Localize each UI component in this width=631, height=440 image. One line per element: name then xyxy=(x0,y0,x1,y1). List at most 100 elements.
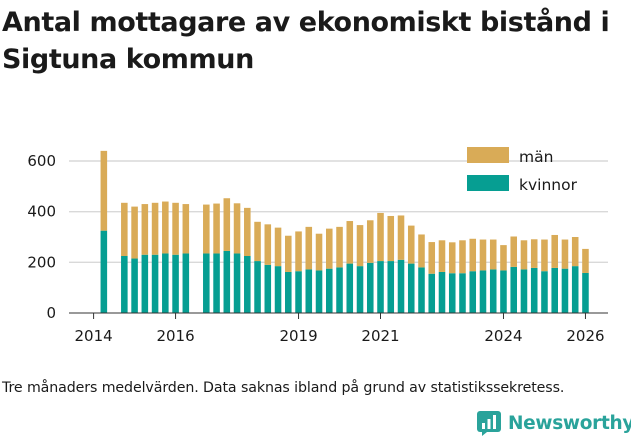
bar-kvinnor-0 xyxy=(100,230,108,313)
bar-man-7 xyxy=(182,204,190,254)
bar-kvinnor-45 xyxy=(582,272,589,313)
bar-kvinnor-9 xyxy=(213,253,220,313)
x-tick-label-2019: 2019 xyxy=(279,327,317,345)
y-axis-tick-labels: 0 200 400 600 xyxy=(27,152,56,322)
bar-man-4 xyxy=(151,202,159,255)
bar-kvinnor-32 xyxy=(448,273,456,313)
bar-kvinnor-27 xyxy=(397,259,405,313)
chart-title: Antal mottagare av ekonomiskt bistånd i … xyxy=(2,7,610,75)
bar-man-17 xyxy=(295,231,302,272)
bar-kvinnor-28 xyxy=(407,263,415,313)
bar-man-40 xyxy=(530,239,538,268)
bar-kvinnor-35 xyxy=(479,270,487,313)
bar-man-0 xyxy=(100,150,108,231)
bar-kvinnor-36 xyxy=(489,269,497,313)
bar-kvinnor-37 xyxy=(500,270,507,313)
bar-man-27 xyxy=(397,215,405,260)
bar-kvinnor-25 xyxy=(377,261,384,313)
bar-kvinnor-3 xyxy=(141,254,149,313)
bar-man-39 xyxy=(520,240,528,270)
bar-man-21 xyxy=(336,226,343,268)
bar-kvinnor-34 xyxy=(469,271,477,313)
bar-kvinnor-8 xyxy=(203,253,210,313)
bar-kvinnor-39 xyxy=(520,269,528,313)
bar-man-37 xyxy=(500,245,507,271)
bar-man-42 xyxy=(551,234,558,268)
x-tick-label-2014: 2014 xyxy=(74,327,112,345)
bar-man-30 xyxy=(428,242,436,274)
bar-man-14 xyxy=(264,224,272,265)
bar-kvinnor-24 xyxy=(366,262,374,313)
bar-kvinnor-13 xyxy=(254,261,261,313)
legend: män kvinnor xyxy=(467,147,578,194)
chart-caption: Tre månaders medelvärden. Data saknas ib… xyxy=(2,380,565,396)
bar-kvinnor-20 xyxy=(325,268,333,313)
bar-kvinnor-22 xyxy=(346,263,354,313)
bar-kvinnor-7 xyxy=(182,253,190,313)
bar-kvinnor-21 xyxy=(336,267,343,313)
bar-man-3 xyxy=(141,204,149,255)
bar-man-35 xyxy=(479,239,487,271)
bar-man-8 xyxy=(203,204,210,254)
bar-man-20 xyxy=(325,228,333,269)
x-tick-label-2021: 2021 xyxy=(361,327,399,345)
bar-kvinnor-18 xyxy=(305,269,313,313)
x-axis-tick-labels: 2014 2016 2019 2021 2024 2026 xyxy=(74,327,604,345)
bar-man-9 xyxy=(213,203,220,254)
bar-man-22 xyxy=(346,221,354,264)
bar-kvinnor-23 xyxy=(356,266,364,313)
bar-man-10 xyxy=(223,198,231,251)
bar-kvinnor-42 xyxy=(551,267,558,313)
bar-man-11 xyxy=(233,203,241,254)
bar-man-36 xyxy=(489,239,497,270)
legend-swatch-man xyxy=(467,147,509,163)
y-tick-label-0: 0 xyxy=(46,304,56,322)
bar-man-31 xyxy=(438,240,446,272)
bar-kvinnor-4 xyxy=(151,254,159,313)
bar-man-29 xyxy=(418,234,425,268)
bar-kvinnor-11 xyxy=(233,253,241,313)
bar-man-5 xyxy=(162,201,169,254)
bar-kvinnor-44 xyxy=(571,266,579,313)
x-tick-label-2016: 2016 xyxy=(156,327,194,345)
brand-logo[interactable]: Newsworthy xyxy=(476,406,631,440)
bar-kvinnor-40 xyxy=(530,267,538,313)
bar-kvinnor-6 xyxy=(172,254,179,313)
bar-man-25 xyxy=(377,212,384,262)
bar-kvinnor-26 xyxy=(387,261,395,313)
newsworthy-logo-icon xyxy=(477,411,501,436)
x-axis-ticks xyxy=(93,313,586,319)
legend-label-kvinnor: kvinnor xyxy=(519,176,578,194)
bar-kvinnor-31 xyxy=(438,271,446,313)
bar-man-13 xyxy=(254,221,261,262)
bar-man-45 xyxy=(582,248,589,273)
bar-man-32 xyxy=(448,242,456,274)
bar-man-24 xyxy=(366,220,374,263)
bar-kvinnor-5 xyxy=(162,253,169,313)
bar-man-28 xyxy=(407,225,415,264)
bar-kvinnor-10 xyxy=(223,250,231,313)
bar-man-19 xyxy=(315,233,323,271)
x-tick-label-2024: 2024 xyxy=(484,327,522,345)
bar-kvinnor-19 xyxy=(315,270,323,313)
bar-man-12 xyxy=(244,207,251,256)
bar-kvinnor-12 xyxy=(244,256,251,313)
bar-kvinnor-2 xyxy=(131,258,138,313)
bar-kvinnor-1 xyxy=(121,256,128,313)
bar-kvinnor-43 xyxy=(561,268,569,313)
bars xyxy=(100,150,589,313)
legend-label-man: män xyxy=(519,148,553,166)
bar-man-43 xyxy=(561,239,569,269)
bar-man-26 xyxy=(387,215,395,262)
bar-kvinnor-15 xyxy=(274,266,282,313)
bar-kvinnor-30 xyxy=(428,273,436,313)
bar-man-41 xyxy=(541,239,548,272)
bar-kvinnor-14 xyxy=(264,264,272,313)
bar-kvinnor-17 xyxy=(295,271,302,313)
bar-man-6 xyxy=(172,202,179,255)
y-tick-label-400: 400 xyxy=(27,203,56,221)
bar-man-23 xyxy=(356,225,364,267)
bar-man-1 xyxy=(121,202,128,256)
bar-man-34 xyxy=(469,238,477,272)
bar-kvinnor-38 xyxy=(510,266,518,313)
